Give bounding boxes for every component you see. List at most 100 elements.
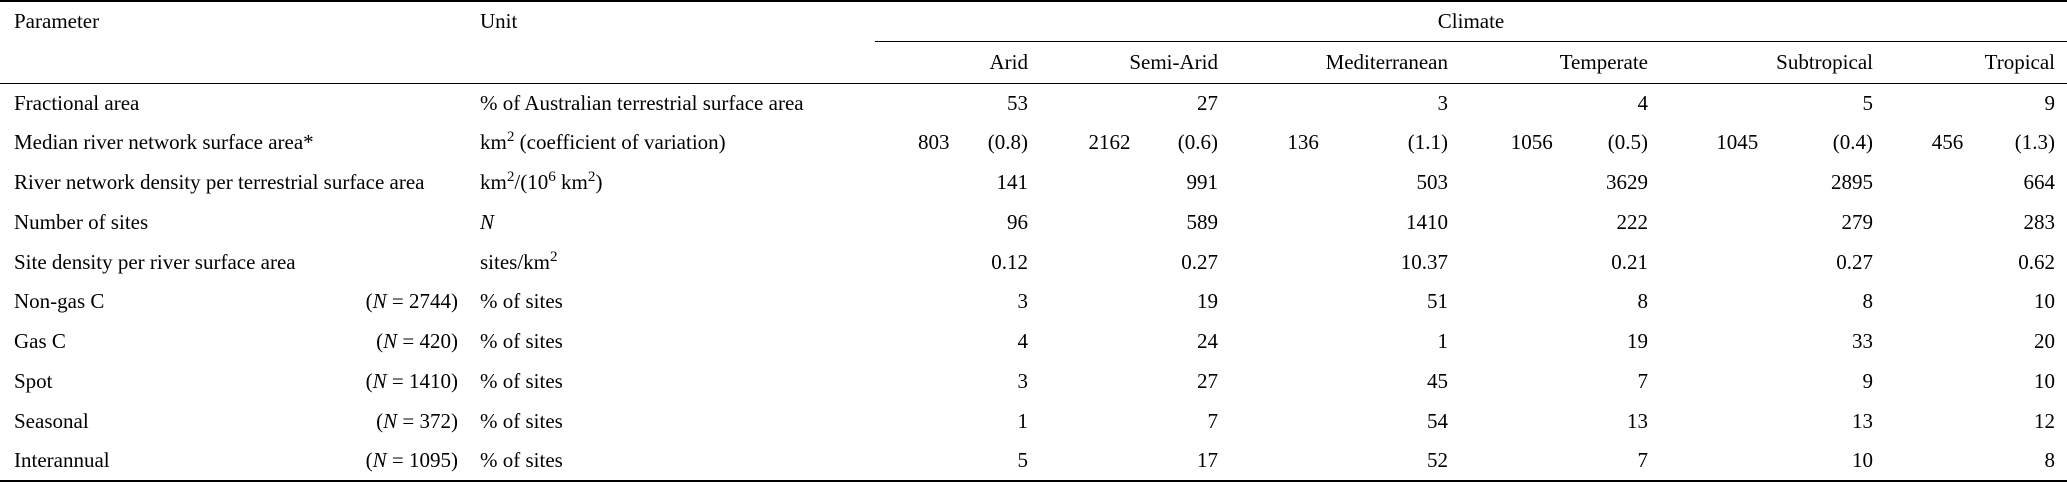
- col-header-tropical: Tropical: [1885, 41, 2067, 84]
- table-row: Spot (N = 1410) % of sites 3 27 45 7 9 10: [0, 362, 2067, 402]
- table-row: Gas C (N = 420) % of sites 4 24 1 19 33 20: [0, 322, 2067, 362]
- table-body: Fractional area % of Australian terrestri…: [0, 83, 2067, 482]
- value-cell: 283: [2023, 209, 2056, 234]
- value-cell: 3: [1437, 90, 1449, 115]
- value-cell: 8: [1885, 441, 2067, 482]
- header-group-row: Parameter Unit Climate: [0, 0, 2067, 42]
- parameter-name: Site density per river surface area: [14, 249, 296, 274]
- parameter-cell: Seasonal (N = 372): [0, 401, 480, 441]
- value-cell: 1045 (0.4): [1660, 123, 1885, 163]
- value-cell: 1410: [1406, 209, 1448, 234]
- col-header-arid: Arid: [875, 41, 1040, 84]
- value-cell: 10: [1660, 441, 1885, 482]
- sample-size-label: (N = 372): [376, 408, 458, 433]
- median-value: 2162: [1088, 130, 1131, 155]
- parameter-name: Non-gas C: [14, 289, 105, 314]
- value-cell: 51: [1427, 289, 1448, 314]
- value-cell: 27: [1197, 90, 1218, 115]
- parameter-name: Interannual: [14, 448, 110, 473]
- parameter-cell: Median river network surface area*: [0, 123, 480, 163]
- parameter-name: Median river network surface area*: [14, 130, 314, 155]
- parameter-name: Spot: [14, 368, 53, 393]
- coefficient-of-variation: (1.3): [2014, 130, 2056, 155]
- table-row: Number of sites N 96 589 1410 222 279 283: [0, 202, 2067, 242]
- value-cell: 10: [2034, 368, 2056, 393]
- value-cell: 10: [2034, 289, 2056, 314]
- sample-size-label: (N = 420): [376, 329, 458, 354]
- parameter-name: River network density per terrestrial su…: [14, 169, 425, 194]
- value-cell: 1: [1437, 329, 1449, 354]
- parameter-cell: Site density per river surface area: [0, 242, 480, 282]
- value-cell: 3: [1017, 368, 1029, 393]
- value-cell: 20: [2034, 329, 2056, 354]
- col-header-subtropical: Subtropical: [1660, 41, 1885, 84]
- value-cell: 9: [2044, 90, 2056, 115]
- unit-cell: % of sites: [480, 368, 563, 393]
- value-cell: 54: [1427, 408, 1448, 433]
- value-cell: 0.27: [1836, 249, 1873, 274]
- col-header-temperate: Temperate: [1460, 41, 1660, 84]
- col-header-unit: Unit: [480, 0, 875, 41]
- value-cell: 3629: [1606, 169, 1648, 194]
- value-cell: 8: [1637, 289, 1649, 314]
- value-cell: 456 (1.3): [1885, 123, 2067, 163]
- parameter-cell: Non-gas C (N = 2744): [0, 282, 480, 322]
- value-cell: 664: [2023, 169, 2056, 194]
- value-cell: 0.62: [2018, 249, 2056, 274]
- table-row: River network density per terrestrial su…: [0, 163, 2067, 203]
- header-spacer-unit: [480, 41, 875, 84]
- value-cell: 4: [1017, 329, 1029, 354]
- value-cell: 7: [1207, 408, 1219, 433]
- value-cell: 4: [1637, 90, 1649, 115]
- sample-size-label: (N = 1095): [365, 448, 458, 473]
- value-cell: 7: [1637, 368, 1649, 393]
- parameter-cell: Number of sites: [0, 202, 480, 242]
- header-spacer-parameter: [0, 41, 480, 84]
- table-row: Fractional area % of Australian terrestri…: [0, 83, 2067, 123]
- value-cell: 279: [1841, 209, 1874, 234]
- value-cell: 12: [2034, 408, 2056, 433]
- table-row: Site density per river surface area sites…: [0, 242, 2067, 282]
- value-cell: 13: [1852, 408, 1873, 433]
- sample-size-label: (N = 2744): [365, 289, 458, 314]
- value-cell: 141: [996, 169, 1029, 194]
- coefficient-of-variation: (0.5): [1607, 130, 1648, 155]
- table-row: Non-gas C (N = 2744) % of sites 3 19 51 8 8 10: [0, 282, 2067, 322]
- value-cell: 803 (0.8): [875, 123, 1040, 163]
- median-value: 803: [918, 130, 950, 155]
- parameter-cell: Gas C (N = 420): [0, 322, 480, 362]
- unit-cell: % of sites: [480, 289, 563, 314]
- value-cell: 991: [1186, 169, 1219, 194]
- value-cell: 33: [1852, 329, 1873, 354]
- coefficient-of-variation: (0.6): [1177, 130, 1218, 155]
- value-cell: 52: [1230, 441, 1460, 482]
- unit-cell: N: [480, 209, 495, 234]
- value-cell: 3: [1017, 289, 1029, 314]
- value-cell: 5: [875, 441, 1040, 482]
- unit-cell: km2/(106 km2): [480, 168, 603, 194]
- value-cell: 8: [1862, 289, 1874, 314]
- header-climate-row: Arid Semi-Arid Mediterranean Temperate S…: [0, 41, 2067, 84]
- value-cell: 10.37: [1400, 249, 1448, 274]
- value-cell: 19: [1627, 329, 1648, 354]
- value-cell: 24: [1197, 329, 1218, 354]
- value-cell: 0.27: [1181, 249, 1218, 274]
- value-cell: 5: [1862, 90, 1874, 115]
- parameter-cell: Interannual (N = 1095): [0, 441, 480, 482]
- table-row: Median river network surface area* km2 (c…: [0, 123, 2067, 163]
- value-cell: 27: [1197, 368, 1218, 393]
- value-cell: 96: [1007, 209, 1028, 234]
- unit-cell: % of sites: [480, 329, 563, 354]
- value-cell: 0.12: [991, 249, 1028, 274]
- unit-cell: % of sites: [480, 408, 563, 433]
- col-header-parameter: Parameter: [0, 0, 480, 41]
- value-cell: 17: [1040, 441, 1230, 482]
- value-cell: 53: [1007, 90, 1028, 115]
- value-cell: 2895: [1831, 169, 1873, 194]
- unit-cell: % of sites: [480, 441, 875, 482]
- table-row: Interannual (N = 1095) % of sites 5 17 52 7 10 8: [0, 441, 2067, 482]
- value-cell: 45: [1427, 368, 1448, 393]
- table-row: Seasonal (N = 372) % of sites 1 7 54 13 13 12: [0, 401, 2067, 441]
- value-cell: 589: [1186, 209, 1219, 234]
